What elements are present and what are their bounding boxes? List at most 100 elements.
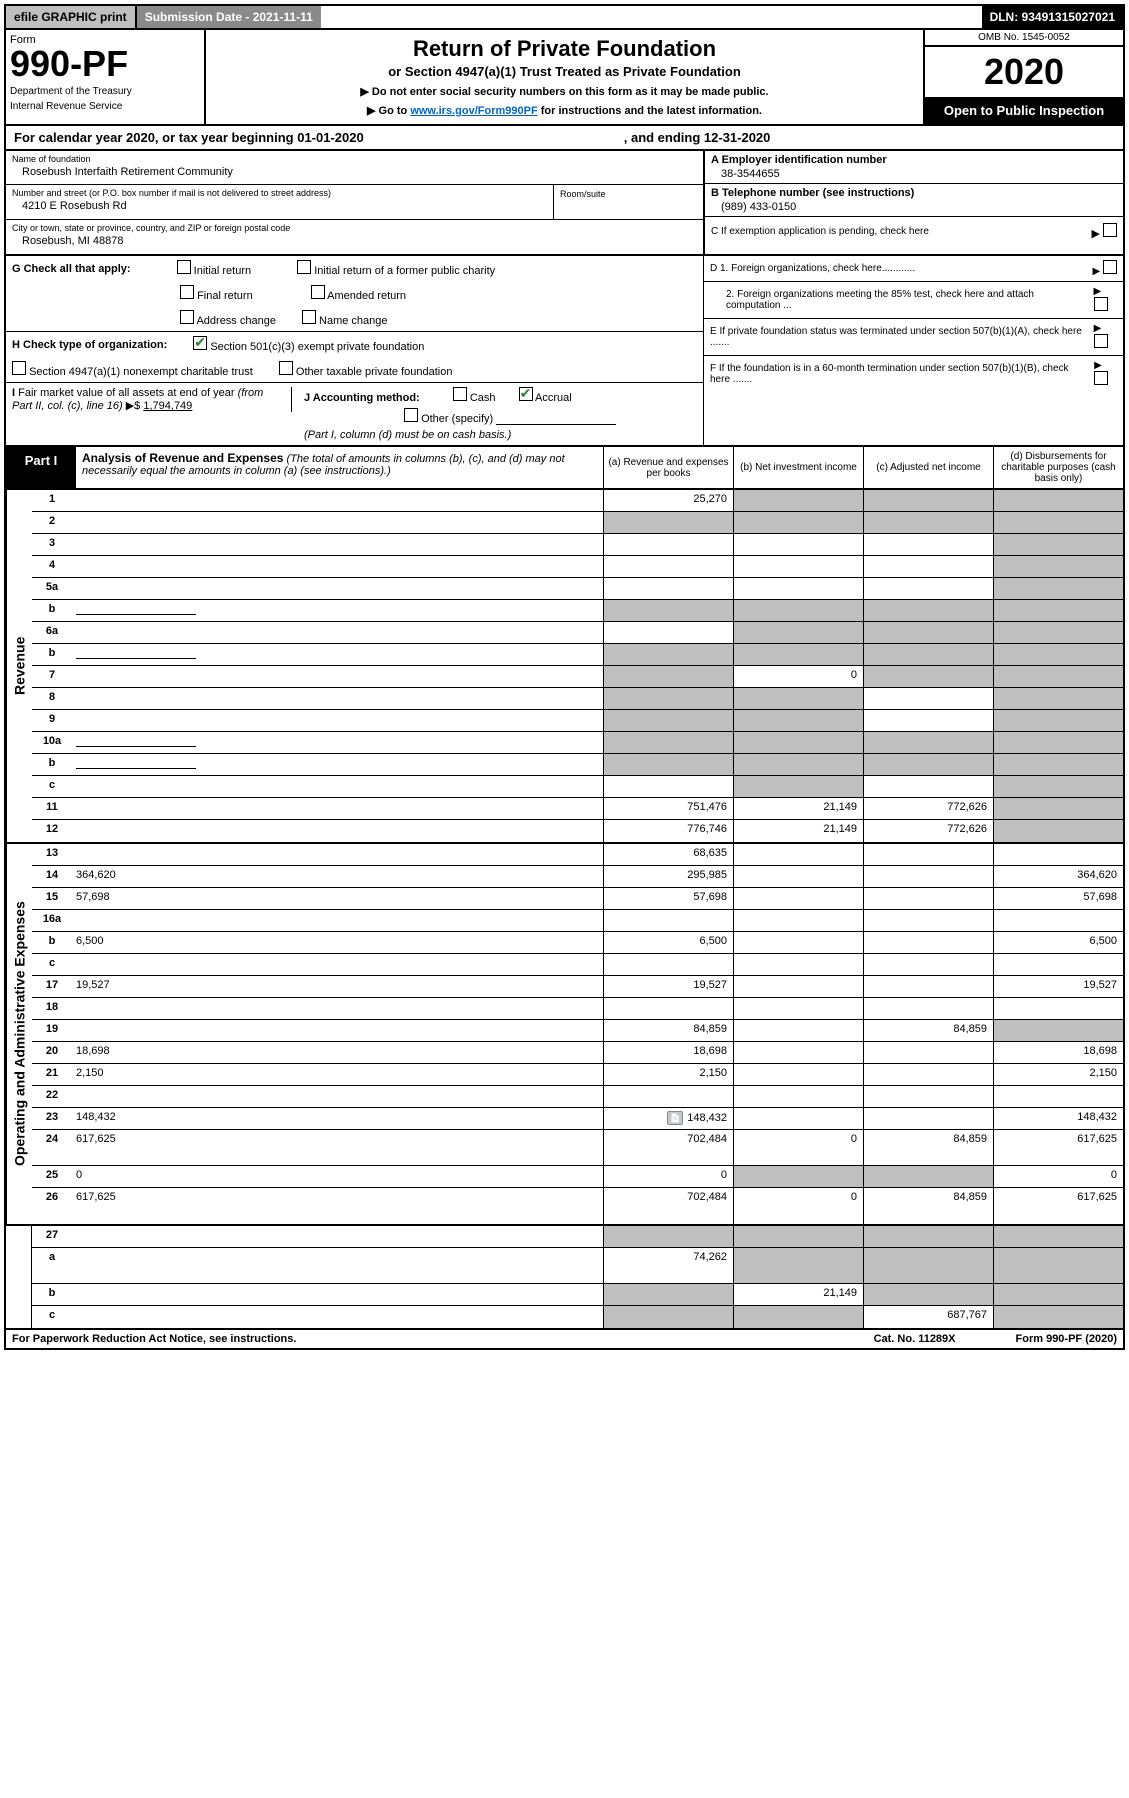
- line-number: 6a: [32, 622, 72, 643]
- table-row: 26617,625702,484084,859617,625: [32, 1188, 1123, 1224]
- cell-c: [863, 754, 993, 775]
- street-address: 4210 E Rosebush Rd: [12, 198, 547, 212]
- cell-a: [603, 1306, 733, 1328]
- col-d-header: (d) Disbursements for charitable purpose…: [993, 447, 1123, 488]
- cell-a: 57,698: [603, 888, 733, 909]
- irs-link[interactable]: www.irs.gov/Form990PF: [410, 105, 537, 117]
- cell-a: [603, 1086, 733, 1107]
- address-label: Number and street (or P.O. box number if…: [12, 188, 547, 198]
- 4947-checkbox[interactable]: [12, 361, 26, 375]
- cell-c: 772,626: [863, 798, 993, 819]
- amended-return-checkbox[interactable]: [311, 285, 325, 299]
- initial-return-checkbox[interactable]: [177, 260, 191, 274]
- cell-d: [993, 776, 1123, 797]
- cell-b: [733, 888, 863, 909]
- cell-d: 19,527: [993, 976, 1123, 997]
- other-method-checkbox[interactable]: [404, 408, 418, 422]
- cell-b: [733, 932, 863, 953]
- cell-c: 84,859: [863, 1130, 993, 1165]
- cell-b: [733, 976, 863, 997]
- dln-label: DLN: 93491315027021: [982, 6, 1123, 28]
- cell-d: [993, 910, 1123, 931]
- entity-info: Name of foundation Rosebush Interfaith R…: [4, 151, 1125, 256]
- omb-number: OMB No. 1545-0052: [925, 30, 1123, 47]
- cell-b: [733, 1248, 863, 1283]
- fmv-label: I Fair market value of all assets at end…: [12, 387, 263, 412]
- foreign-85-checkbox[interactable]: [1094, 297, 1108, 311]
- initial-former-checkbox[interactable]: [297, 260, 311, 274]
- expenses-table: Operating and Administrative Expenses 13…: [4, 844, 1125, 1226]
- cell-d: [993, 1020, 1123, 1041]
- foreign-org-checkbox[interactable]: [1103, 260, 1117, 274]
- table-row: 5a: [32, 578, 1123, 600]
- goto-note: ▶ Go to www.irs.gov/Form990PF for instru…: [212, 104, 917, 117]
- table-row: c: [32, 954, 1123, 976]
- cell-b: [733, 776, 863, 797]
- part1-header: Part I Analysis of Revenue and Expenses …: [4, 447, 1125, 490]
- cell-d: [993, 556, 1123, 577]
- other-taxable-checkbox[interactable]: [279, 361, 293, 375]
- check-section: G Check all that apply: Initial return I…: [4, 256, 1125, 447]
- line-number: b: [32, 600, 72, 621]
- cell-d: 148,432: [993, 1108, 1123, 1129]
- table-row: 10a: [32, 732, 1123, 754]
- line-description: [72, 820, 603, 842]
- table-row: 1719,52719,52719,527: [32, 976, 1123, 998]
- cell-a: 2,150: [603, 1064, 733, 1085]
- table-row: 2: [32, 512, 1123, 534]
- cell-c: [863, 976, 993, 997]
- cell-a: [603, 666, 733, 687]
- cell-b: [733, 998, 863, 1019]
- line-number: 11: [32, 798, 72, 819]
- cell-b: [733, 622, 863, 643]
- cell-d: [993, 666, 1123, 687]
- line-number: 12: [32, 820, 72, 842]
- cell-c: [863, 998, 993, 1019]
- cash-checkbox[interactable]: [453, 387, 467, 401]
- accrual-checkbox[interactable]: [519, 387, 533, 401]
- 501c3-checkbox[interactable]: [193, 336, 207, 350]
- opadmin-side-label: Operating and Administrative Expenses: [6, 844, 32, 1224]
- table-row: b: [32, 600, 1123, 622]
- cell-c: [863, 910, 993, 931]
- line-number: c: [32, 1306, 72, 1328]
- cell-c: [863, 844, 993, 865]
- cell-c: [863, 732, 993, 753]
- ssn-note: ▶ Do not enter social security numbers o…: [212, 85, 917, 98]
- 60month-checkbox[interactable]: [1094, 371, 1108, 385]
- col-c-header: (c) Adjusted net income: [863, 447, 993, 488]
- status-terminated-checkbox[interactable]: [1094, 334, 1108, 348]
- table-row: 16a: [32, 910, 1123, 932]
- cell-b: [733, 1108, 863, 1129]
- cell-b: [733, 954, 863, 975]
- table-row: 212,1502,1502,150: [32, 1064, 1123, 1086]
- cell-d: [993, 688, 1123, 709]
- cell-b: [733, 710, 863, 731]
- line-number: 7: [32, 666, 72, 687]
- table-row: 14364,620295,985364,620: [32, 866, 1123, 888]
- line-number: 2: [32, 512, 72, 533]
- cell-d: [993, 490, 1123, 511]
- table-row: 23148,432📄148,432148,432: [32, 1108, 1123, 1130]
- table-row: b21,149: [32, 1284, 1123, 1306]
- form-header: Form 990-PF Department of the Treasury I…: [4, 30, 1125, 126]
- cell-c: [863, 622, 993, 643]
- final-return-checkbox[interactable]: [180, 285, 194, 299]
- attachment-icon[interactable]: 📄: [667, 1111, 683, 1125]
- name-change-checkbox[interactable]: [302, 310, 316, 324]
- summary-table: 27a74,262b21,149c687,767: [4, 1226, 1125, 1330]
- cell-c: 772,626: [863, 820, 993, 842]
- exemption-pending-checkbox[interactable]: [1103, 223, 1117, 237]
- cell-d: [993, 534, 1123, 555]
- cell-c: [863, 490, 993, 511]
- f-label: F If the foundation is in a 60-month ter…: [710, 363, 1088, 385]
- cell-d: 617,625: [993, 1188, 1123, 1224]
- cell-a: [603, 1226, 733, 1247]
- line-number: 13: [32, 844, 72, 865]
- revenue-side-label: Revenue: [6, 490, 32, 842]
- cell-a: [603, 710, 733, 731]
- line-number: 19: [32, 1020, 72, 1041]
- efile-print-button[interactable]: efile GRAPHIC print: [6, 6, 137, 28]
- line-description: 617,625: [72, 1188, 603, 1224]
- address-change-checkbox[interactable]: [180, 310, 194, 324]
